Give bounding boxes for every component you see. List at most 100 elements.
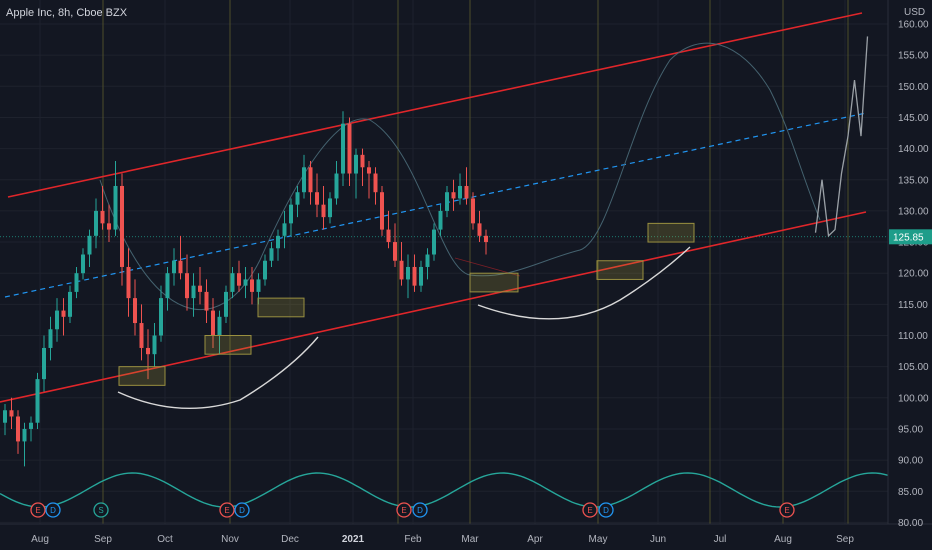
candle-body (29, 422, 33, 429)
candle-body (471, 198, 475, 224)
candle-body (334, 173, 339, 199)
projection-curve (99, 42, 821, 311)
last-price-value: 125.85 (893, 232, 924, 243)
candle-body (432, 229, 436, 255)
time-tick-label: Jun (650, 534, 666, 545)
candle-body (243, 279, 248, 286)
time-tick-label: Feb (404, 534, 422, 545)
candle-body (445, 192, 449, 211)
candle-body (295, 192, 300, 205)
time-tick-label: Nov (221, 534, 239, 545)
candle-body (321, 204, 326, 218)
candle-body (419, 266, 423, 286)
candle-body (289, 204, 293, 224)
candle-body (87, 235, 92, 255)
time-tick-label: 2021 (342, 534, 365, 545)
price-tick-label: 80.00 (898, 518, 923, 529)
time-tick-label: Sep (836, 534, 854, 545)
price-tick-label: 135.00 (898, 175, 929, 186)
cycle-wave (0, 472, 889, 508)
candle-body (107, 223, 111, 230)
candle-body (178, 260, 183, 274)
price-tick-label: 110.00 (898, 331, 928, 342)
time-tick-label: Aug (31, 534, 49, 545)
candle-body (451, 192, 456, 199)
channel-lower-line (0, 211, 867, 403)
time-axis: Aug Sep Oct Nov Dec 2021 Feb Mar Apr May Jun Jul Aug… (31, 534, 854, 545)
candle-body (16, 416, 20, 442)
channel-midline (4, 112, 867, 298)
candle-body (302, 167, 306, 193)
support-box (204, 335, 252, 355)
candle-body (35, 379, 40, 423)
event-marker-label: D (239, 506, 245, 515)
support-box (118, 366, 166, 386)
candle-body (308, 167, 313, 193)
price-tick-label: 155.00 (898, 51, 929, 62)
support-box (596, 260, 644, 280)
event-marker (412, 502, 428, 518)
price-tick-label: 95.00 (898, 424, 923, 435)
candle-body (165, 273, 170, 299)
candle-body (211, 310, 215, 336)
candle-body (367, 167, 371, 174)
event-marker-label: E (401, 506, 406, 515)
candle-body (399, 260, 404, 280)
candle-body (3, 410, 7, 423)
event-marker (30, 502, 46, 518)
price-tick-label: 100.00 (898, 393, 929, 404)
candle-body (263, 260, 267, 280)
candle-body (425, 254, 430, 267)
price-tick-label: 105.00 (898, 362, 929, 373)
event-marker (93, 502, 109, 518)
candle-body (438, 210, 443, 230)
price-tick-label: 145.00 (898, 113, 929, 124)
time-tick-label: Mar (461, 534, 479, 545)
candle-body (185, 273, 189, 299)
candle-body (61, 310, 66, 317)
candle-body (9, 410, 14, 417)
drawings (0, 12, 867, 410)
session-lines (102, 0, 849, 524)
candle-body (55, 310, 59, 330)
time-tick-label: Dec (281, 534, 299, 545)
event-marker (234, 502, 250, 518)
event-marker (582, 502, 598, 518)
candle-body (159, 298, 163, 336)
candle-body (269, 248, 274, 261)
candle-body (380, 192, 384, 230)
event-marker-label: E (224, 506, 229, 515)
support-box (469, 272, 519, 293)
last-price-tag: 125.85 (889, 229, 932, 245)
time-tick-label: Aug (774, 534, 792, 545)
cycle-wave-line (0, 472, 889, 508)
event-marker-label: D (50, 506, 56, 515)
candle-body (458, 185, 462, 199)
price-tick-label: 115.00 (898, 300, 928, 311)
candle-body (282, 223, 287, 236)
time-tick-label: Jul (714, 534, 727, 545)
event-marker-label: D (417, 506, 423, 515)
price-tick-label: 140.00 (898, 144, 929, 155)
event-marker-label: D (603, 506, 609, 515)
candle-body (191, 285, 196, 299)
candle-body (100, 210, 105, 224)
price-tick-label: 130.00 (898, 206, 929, 217)
time-tick-label: Apr (527, 534, 543, 545)
candle-body (406, 266, 410, 280)
candle-body (204, 291, 209, 311)
candle-body (360, 154, 365, 168)
price-tick-label: 85.00 (898, 487, 923, 498)
chart-title: Apple Inc, 8h, Cboe BZX (6, 7, 128, 19)
event-marker (598, 502, 614, 518)
event-marker-label: E (35, 506, 40, 515)
candle-body (412, 266, 417, 286)
candle-body (152, 335, 157, 355)
time-tick-label: May (589, 534, 608, 545)
candle-body (74, 273, 79, 292)
candle-body (354, 154, 358, 174)
candle-body (230, 273, 235, 292)
